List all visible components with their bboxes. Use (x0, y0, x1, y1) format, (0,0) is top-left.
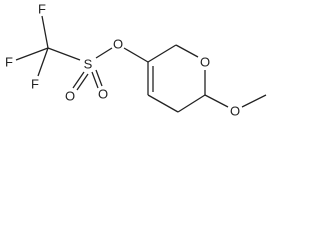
atom-label: F (31, 77, 39, 92)
bond (41, 15, 49, 49)
bond (95, 47, 113, 59)
molecule-diagram: F F F S O O O O O (5, 2, 267, 119)
bond (177, 94, 206, 113)
atom-label: S (84, 57, 93, 72)
bond (175, 44, 199, 58)
bond (147, 44, 177, 63)
atom-label: F (5, 55, 13, 70)
bond (91, 71, 99, 89)
bond (76, 73, 89, 91)
bond (37, 47, 49, 77)
atom-label: O (98, 87, 108, 102)
bonds (15, 15, 267, 113)
bond (204, 94, 229, 108)
bond (72, 71, 85, 89)
atom-label: O (113, 37, 123, 52)
atom-label: O (65, 89, 75, 104)
bond (123, 47, 149, 63)
atom-label: F (38, 2, 46, 17)
atom-label: O (200, 55, 210, 70)
atom-label: O (230, 104, 240, 119)
bond (147, 94, 179, 113)
bond (15, 47, 49, 61)
bond (241, 94, 267, 108)
bond (47, 47, 81, 61)
bond (95, 69, 103, 87)
